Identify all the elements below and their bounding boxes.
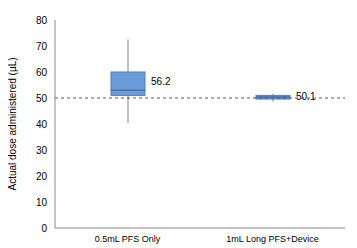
svg-text:0.5mL PFS Only: 0.5mL PFS Only <box>95 234 161 244</box>
svg-text:50.1: 50.1 <box>296 91 316 102</box>
svg-text:80: 80 <box>36 15 48 26</box>
svg-text:40: 40 <box>36 119 48 130</box>
svg-text:0: 0 <box>41 223 47 234</box>
svg-text:1mL Long PFS+Device: 1mL Long PFS+Device <box>226 234 318 244</box>
svg-text:20: 20 <box>36 171 48 182</box>
svg-text:60: 60 <box>36 67 48 78</box>
svg-text:56.2: 56.2 <box>151 76 171 87</box>
svg-text:70: 70 <box>36 41 48 52</box>
svg-text:50: 50 <box>36 93 48 104</box>
svg-text:Actual dose administered (µL): Actual dose administered (µL) <box>8 57 18 190</box>
svg-text:30: 30 <box>36 145 48 156</box>
svg-text:10: 10 <box>36 197 48 208</box>
